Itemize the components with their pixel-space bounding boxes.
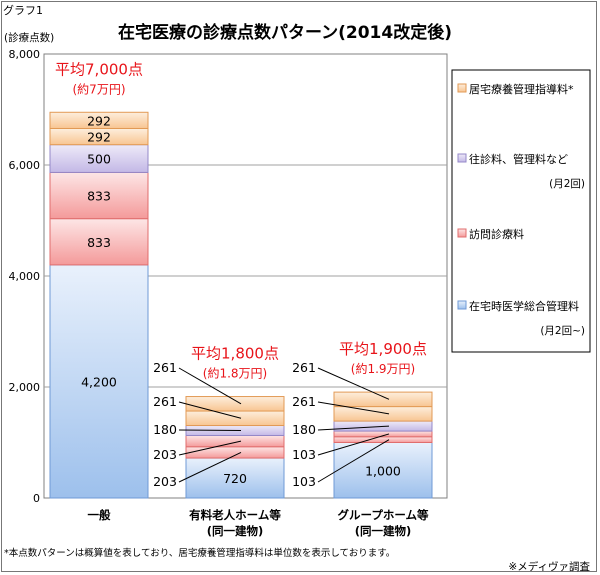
y-tick-label: 6,000 [9,159,41,172]
legend-swatch-house_call [457,153,467,163]
data-label: 500 [87,152,111,167]
bar-segment-guidance [185,396,285,412]
data-label: 261 [153,360,177,375]
bar-segment-house_call [49,144,149,173]
chart-title: 在宅医療の診療点数パターン(2014改定後) [118,22,452,43]
data-label: 261 [153,394,177,409]
y-tick-label: 2,000 [9,381,41,394]
data-label: 833 [87,189,111,204]
legend-swatch-visit [457,228,467,238]
leader-line [178,367,242,405]
leader-line [178,401,242,419]
data-label: 261 [292,394,316,409]
data-label: 292 [87,113,111,128]
legend-box [451,69,591,353]
data-label: 203 [153,447,177,462]
bar-segment-guidance [333,391,433,408]
y-tick-label: 0 [33,492,40,505]
average-value: 平均7,000点 [55,60,143,78]
legend-label: 訪問診療料 [469,227,524,241]
leader-line [178,451,242,483]
bar-segment-visit [333,436,433,444]
category-sublabel: (同一建物) [355,524,412,538]
data-label: 833 [87,235,111,250]
leader-line [317,401,390,415]
bar-segment-home_medical [49,264,149,499]
leader-line [317,425,390,431]
data-label: 103 [292,447,316,462]
bar-segment-home_medical [185,457,285,499]
leader-line [317,439,390,483]
y-tick-label: 8,000 [9,48,41,61]
legend-sublabel: (月2回) [549,178,585,190]
bar-segment-visit [185,435,285,448]
average-yen: (約7万円) [73,81,126,96]
legend-sublabel: (月2回~) [540,325,585,337]
y-tick-label: 4,000 [9,270,41,283]
legend-label: 在宅時医学総合管理料 [469,299,579,313]
category-sublabel: (同一建物) [207,524,264,538]
legend-label: 居宅療養管理指導料* [469,82,574,96]
bar-segment-guidance [49,111,149,129]
y-axis-title: (診療点数) [4,31,54,44]
footnote: *本点数パターンは概算値を表しており、居宅療養管理指導料は単位数を表示しておりま… [4,548,396,559]
data-label: 103 [292,474,316,489]
data-label: 180 [153,422,177,437]
category-label: グループホーム等 [338,508,429,522]
data-label: 180 [292,422,316,437]
figure-label: グラフ1 [3,4,43,17]
average-value: 平均1,900点 [339,340,427,358]
leader-line [178,429,242,432]
source-note: ※メディヴァ調査 [508,561,590,573]
data-label: 4,200 [81,374,117,389]
average-yen: (約1.9万円) [351,361,415,376]
data-label: 292 [87,130,111,145]
bar-segment-visit [49,171,149,220]
category-label: 有料老人ホーム等 [189,508,281,522]
leader-line [317,433,390,456]
bar-segment-home_medical [333,442,433,499]
bar-segment-guidance [333,406,433,422]
data-label: 203 [153,474,177,489]
category-label: 一般 [88,508,111,522]
data-label: 1,000 [365,463,401,478]
average-yen: (約1.8万円) [203,366,267,381]
leader-line [317,367,390,400]
legend-label: 往診料、管理料など [469,152,568,166]
average-value: 平均1,800点 [191,345,279,363]
data-label: 720 [223,471,247,486]
bar-segment-guidance [185,410,285,427]
leader-line [178,440,242,456]
bar-segment-visit [185,446,285,459]
data-label: 261 [292,360,316,375]
legend-swatch-guidance [457,83,467,93]
legend-swatch-home_medical [457,300,467,310]
